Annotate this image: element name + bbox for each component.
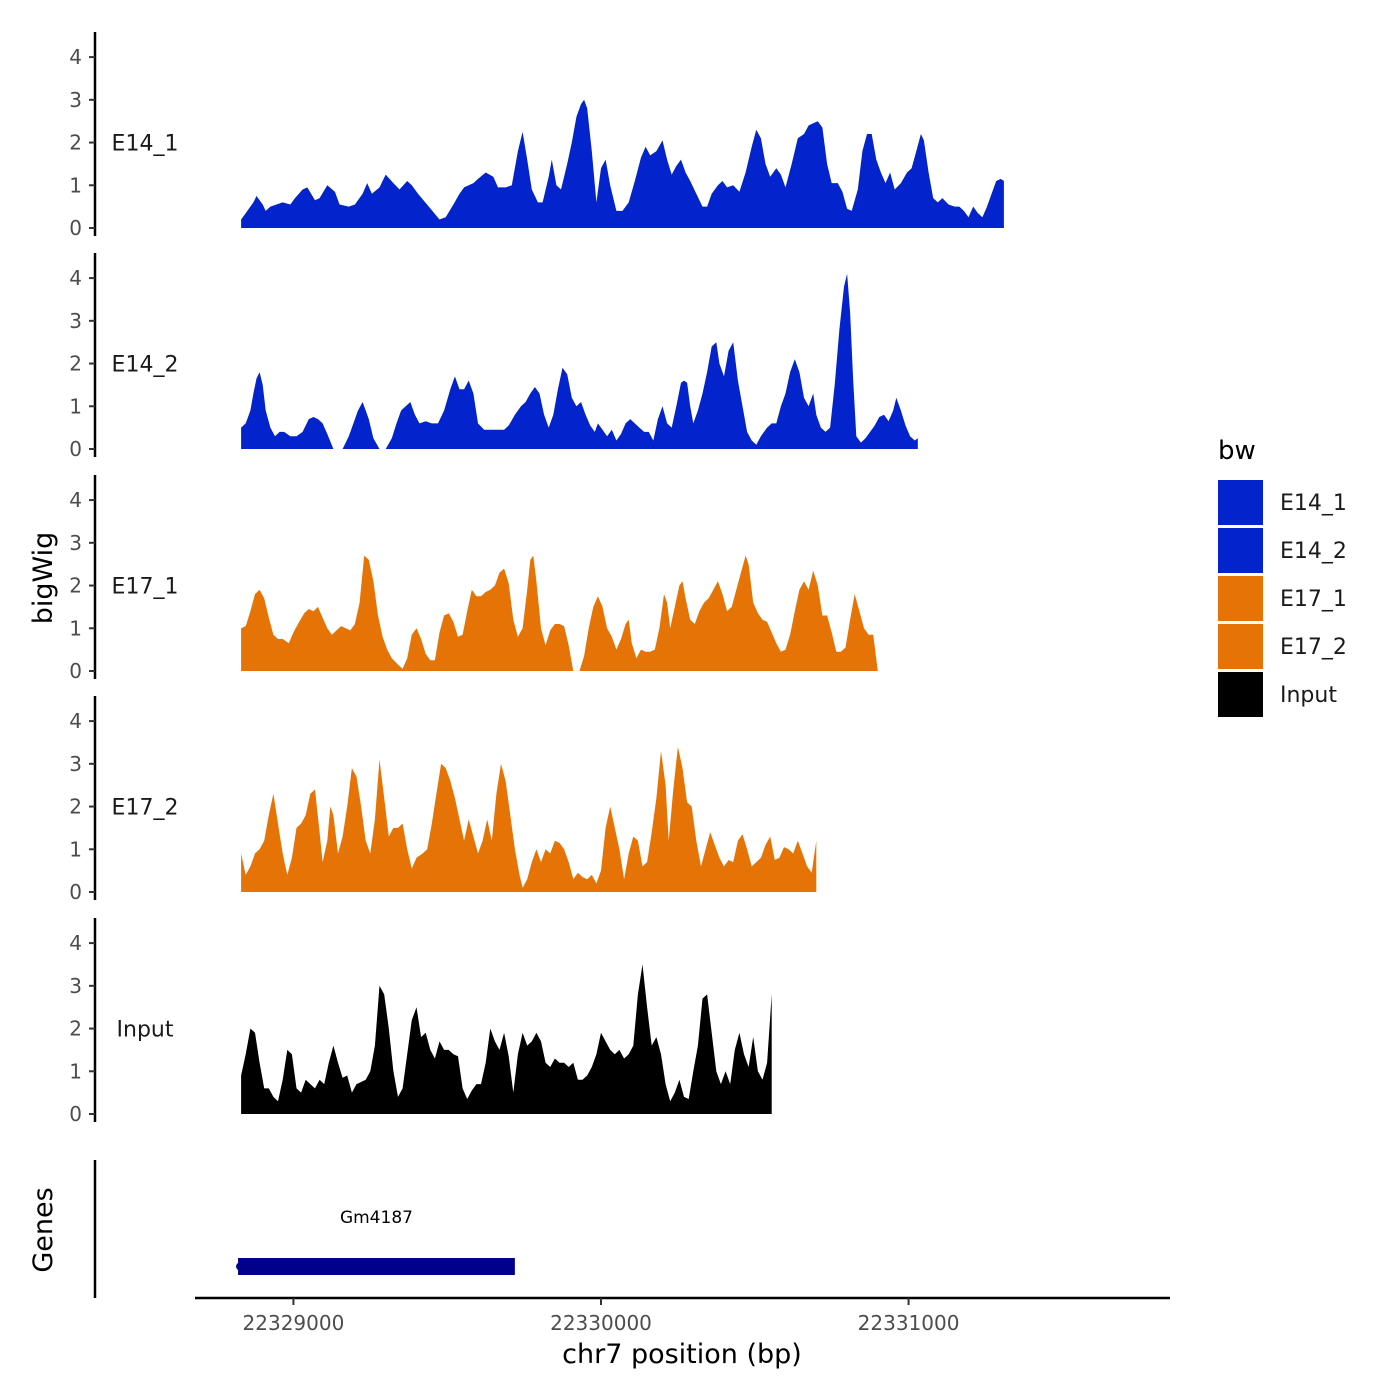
y-tick-label: 2 <box>69 131 82 155</box>
legend: bw E14_1 E14_2 E17_1 E17_2 Input <box>1218 436 1347 717</box>
y-tick-label: 1 <box>69 616 82 640</box>
y-tick-label: 4 <box>69 266 82 290</box>
track-label: E14_2 <box>112 353 179 378</box>
track-panel: 0 1 2 3 4 E14_1 <box>69 32 1004 240</box>
y-tick-label: 1 <box>69 394 82 418</box>
legend-swatch <box>1218 672 1263 717</box>
gene-body <box>238 1258 515 1275</box>
track-panel: 0 1 2 3 4 Input <box>69 918 772 1126</box>
legend-swatch <box>1218 624 1263 669</box>
y-tick-label: 0 <box>69 659 82 683</box>
y-tick-label: 3 <box>69 88 82 112</box>
legend-swatch <box>1218 480 1263 525</box>
y-tick-label: 1 <box>69 837 82 861</box>
x-axis-title: chr7 position (bp) <box>562 1339 802 1370</box>
y-tick-label: 3 <box>69 752 82 776</box>
y-tick-label: 3 <box>69 974 82 998</box>
track-label: E17_2 <box>112 796 179 821</box>
track-panel: 0 1 2 3 4 E17_2 <box>69 696 817 904</box>
gene-label: Gm4187 <box>340 1208 413 1228</box>
gene-start-marker <box>236 1262 245 1271</box>
y-tick-label: 0 <box>69 880 82 904</box>
track-label: E17_1 <box>112 575 179 600</box>
coverage-area-e17-2 <box>241 746 817 892</box>
legend-swatch <box>1218 528 1263 573</box>
legend-label: E17_2 <box>1280 635 1347 660</box>
track-panels: 0 1 2 3 4 E14_1 0 1 2 3 4 E14_2 0 1 2 3 4 E17_1 0 1 2 3 4 E17_2… <box>69 32 1004 1126</box>
coverage-area-e14-2 <box>241 273 918 449</box>
x-tick-label: 22329000 <box>243 1311 345 1335</box>
legend-label: Input <box>1280 683 1337 708</box>
y-tick-label: 1 <box>69 173 82 197</box>
track-panel: 0 1 2 3 4 E14_2 <box>69 253 918 461</box>
y-tick-label: 4 <box>69 488 82 512</box>
y-tick-label: 0 <box>69 437 82 461</box>
legend-label: E14_2 <box>1280 539 1347 564</box>
legend-swatch <box>1218 576 1263 621</box>
y-tick-label: 3 <box>69 309 82 333</box>
track-label: Input <box>117 1018 174 1043</box>
legend-title: bw <box>1218 436 1256 466</box>
legend-label: E17_1 <box>1280 587 1347 612</box>
y-tick-label: 2 <box>69 352 82 376</box>
coverage-area-e14-1 <box>241 99 1004 228</box>
x-axis: 22329000 22330000 22331000 <box>195 1296 1170 1335</box>
genes-panel: Gm4187 <box>93 1160 515 1298</box>
y-tick-label: 2 <box>69 795 82 819</box>
legend-label: E14_1 <box>1280 491 1347 516</box>
y-tick-label: 2 <box>69 574 82 598</box>
x-tick-label: 22330000 <box>550 1311 652 1335</box>
coverage-area-input <box>241 964 772 1114</box>
y-tick-label: 1 <box>69 1059 82 1083</box>
y-tick-label: 0 <box>69 1102 82 1126</box>
y-tick-label: 4 <box>69 931 82 955</box>
y-axis-title: bigWig <box>28 532 59 625</box>
y-tick-label: 2 <box>69 1017 82 1041</box>
track-panel: 0 1 2 3 4 E17_1 <box>69 475 878 683</box>
y-tick-label: 0 <box>69 216 82 240</box>
coverage-area-e17-1 <box>241 555 878 671</box>
track-label: E14_1 <box>112 132 179 157</box>
y-tick-label: 3 <box>69 531 82 555</box>
y-tick-label: 4 <box>69 709 82 733</box>
x-tick-label: 22331000 <box>858 1311 960 1335</box>
y-tick-label: 4 <box>69 45 82 69</box>
genes-axis-title: Genes <box>28 1187 59 1272</box>
